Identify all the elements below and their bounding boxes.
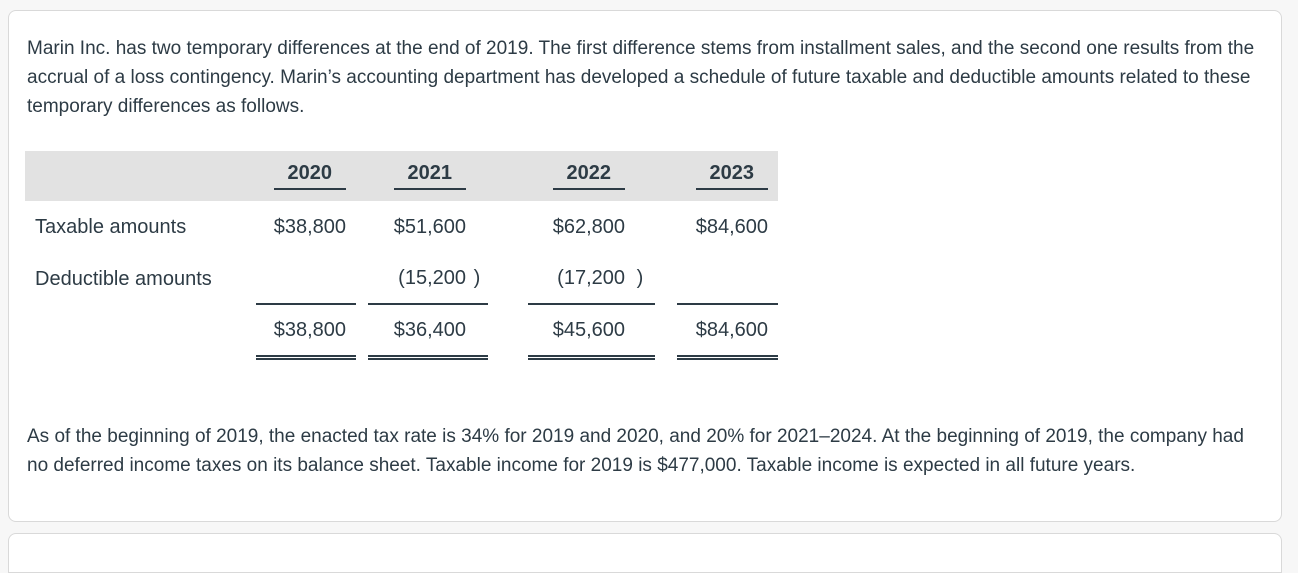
next-card-edge [8,533,1282,573]
row-label: Deductible amounts [35,267,212,290]
total-cell: $36,400 [368,305,488,360]
header-cell-2022: 2022 [528,151,655,201]
schedule-table: 2020 2021 2022 2023 Taxable amounts $38,… [25,151,778,360]
table-row-taxable-amounts: Taxable amounts $38,800 $51,600 $62,800 … [25,201,778,253]
amount-cell: $84,600 [695,215,768,238]
amount-cell: $51,600 [393,215,466,238]
amount-cell [256,253,356,305]
header-cell-2021: 2021 [368,151,488,201]
table-row-totals: $38,800 $36,400 $45,600 $84,600 [25,305,778,360]
total-cell: $38,800 [256,305,356,360]
total-cell: $84,600 [677,305,778,360]
header-cell-2020: 2020 [256,151,356,201]
amount-cell: $62,800 [552,215,625,238]
problem-intro-text: Marin Inc. has two temporary differences… [27,38,1255,117]
problem-footer-text: As of the beginning of 2019, the enacted… [27,426,1244,476]
header-cell-2023: 2023 [677,151,778,201]
year-label: 2021 [393,162,466,190]
problem-card: Marin Inc. has two temporary differences… [8,10,1282,522]
amount-cell: (15,200) [368,253,488,305]
amount-cell [677,253,778,305]
row-label [25,305,256,357]
amount-cell: $38,800 [273,215,346,238]
header-label-spacer [25,151,256,201]
amount-cell: (17,200) [528,253,655,305]
table-row-deductible-amounts: Deductible amounts (15,200) (17,200) [25,253,778,305]
year-label: 2022 [552,162,625,190]
schedule-header-row: 2020 2021 2022 2023 [25,151,778,201]
row-label: Taxable amounts [35,215,187,238]
year-label: 2020 [273,162,346,190]
total-cell: $45,600 [528,305,655,360]
year-label: 2023 [695,162,768,190]
